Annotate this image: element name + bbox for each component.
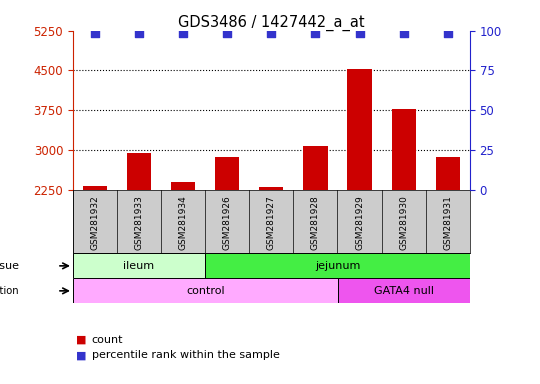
Point (91, 30, 99, 36)
Bar (215, 157, 239, 190)
Bar (436, 157, 460, 190)
Text: ileum: ileum (124, 261, 154, 271)
Text: count: count (92, 335, 123, 345)
Text: GSM281933: GSM281933 (134, 195, 144, 250)
Point (223, 30, 232, 36)
Point (355, 30, 364, 36)
Title: GDS3486 / 1427442_a_at: GDS3486 / 1427442_a_at (178, 15, 364, 31)
Point (135, 30, 144, 36)
Text: GSM281927: GSM281927 (267, 195, 276, 250)
Text: GATA4 null: GATA4 null (374, 286, 434, 296)
Bar (205, 253, 470, 278)
Point (399, 30, 408, 36)
Text: tissue: tissue (0, 261, 19, 271)
Text: control: control (186, 286, 225, 296)
Bar (171, 182, 195, 190)
Bar (83, 186, 107, 190)
Text: GSM281926: GSM281926 (223, 195, 232, 250)
Bar (347, 70, 372, 190)
Point (267, 30, 275, 36)
Bar (73, 253, 205, 278)
Point (443, 30, 452, 36)
Text: GSM281931: GSM281931 (443, 195, 452, 250)
Text: genotype/variation: genotype/variation (0, 286, 19, 296)
Text: ■: ■ (76, 350, 86, 360)
Bar (338, 278, 470, 303)
Text: ■: ■ (76, 335, 86, 345)
Point (311, 30, 320, 36)
Text: percentile rank within the sample: percentile rank within the sample (92, 350, 280, 360)
Text: GSM281934: GSM281934 (179, 195, 188, 250)
Bar (259, 187, 284, 190)
Bar (303, 146, 328, 190)
Text: GSM281930: GSM281930 (399, 195, 408, 250)
Bar (127, 153, 151, 190)
Point (179, 30, 187, 36)
Text: GSM281932: GSM281932 (91, 195, 99, 250)
Text: GSM281929: GSM281929 (355, 195, 364, 250)
Text: jejunum: jejunum (315, 261, 360, 271)
Text: GSM281928: GSM281928 (311, 195, 320, 250)
Bar (73, 278, 338, 303)
Bar (392, 109, 416, 190)
